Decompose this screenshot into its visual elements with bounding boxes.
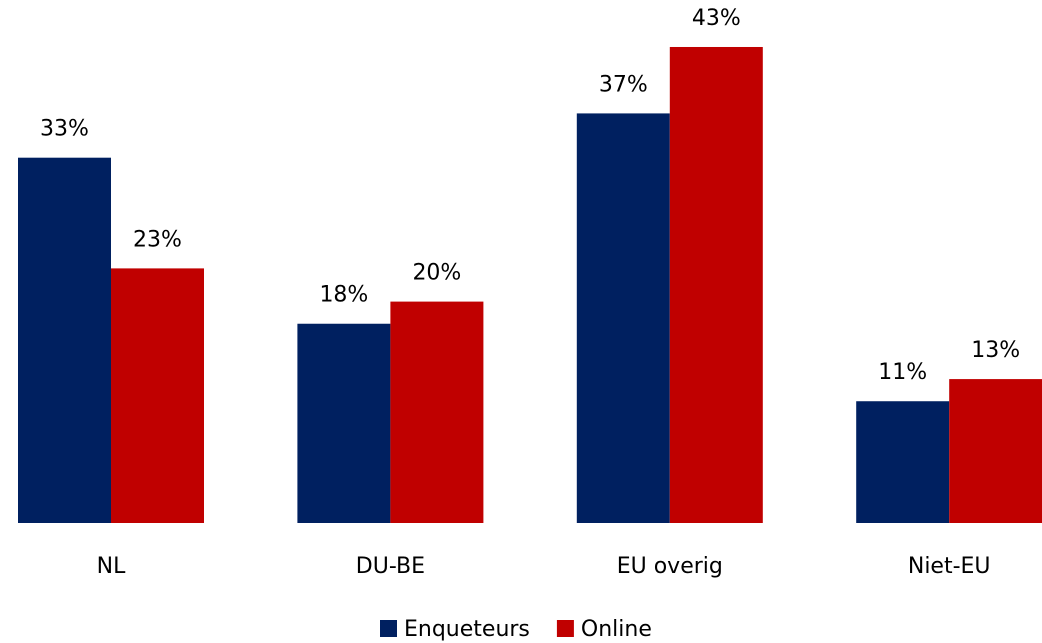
data-label: 37% (599, 72, 648, 97)
bar (111, 268, 204, 523)
bar (669, 46, 763, 524)
legend-swatch (380, 620, 397, 637)
data-label: 33% (40, 117, 89, 142)
legend-label: Enqueteurs (404, 617, 530, 642)
bar (856, 401, 950, 523)
data-label: 13% (971, 338, 1020, 363)
legend-label: Online (581, 617, 652, 642)
bar (949, 379, 1042, 523)
bar (390, 301, 484, 523)
x-tick-label: Niet-EU (908, 554, 991, 579)
data-label: 20% (412, 261, 461, 286)
data-label: 43% (692, 6, 741, 31)
x-tick-label: NL (97, 554, 126, 579)
legend-swatch (556, 620, 574, 637)
bar (297, 323, 391, 523)
bar (18, 157, 111, 523)
data-label: 11% (878, 360, 927, 385)
data-label: 23% (133, 227, 182, 252)
data-label: 18% (319, 283, 368, 308)
x-tick-label: EU overig (617, 554, 723, 579)
x-tick-label: DU-BE (356, 554, 425, 579)
bar (576, 113, 670, 523)
